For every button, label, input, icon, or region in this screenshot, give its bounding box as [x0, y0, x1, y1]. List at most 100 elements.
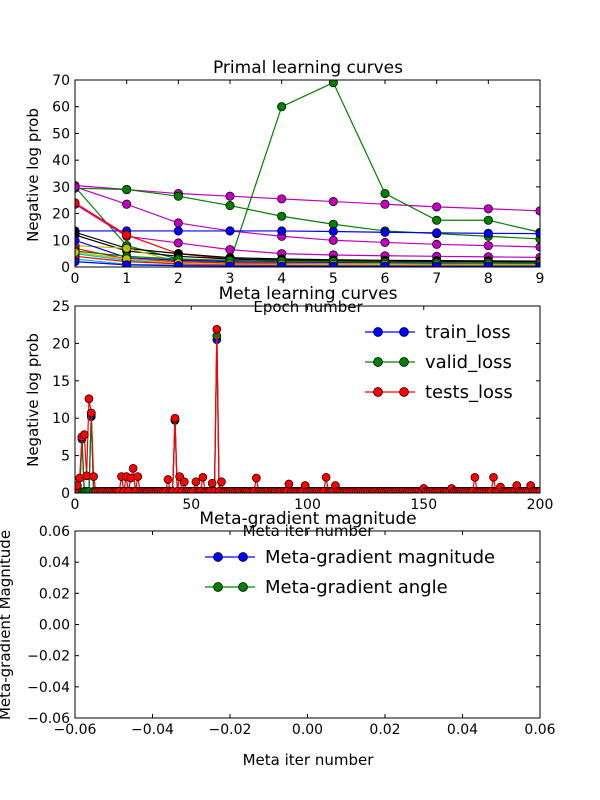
primal-point — [277, 212, 285, 220]
primal-point — [174, 239, 182, 247]
x-tick-label: 2 — [174, 271, 183, 287]
y-tick-label: 20 — [52, 336, 70, 352]
meta-gradient-chart-title: Meta-gradient magnitude — [199, 509, 416, 529]
x-tick-label: −0.02 — [209, 722, 252, 738]
primal-point — [277, 262, 285, 270]
tests_loss-point — [87, 409, 95, 417]
y-tick-label: 20 — [52, 207, 70, 223]
y-tick-label: 10 — [52, 411, 70, 427]
primal-point — [174, 261, 182, 269]
x-tick-label: 1 — [122, 271, 131, 287]
tests_loss-point — [90, 473, 98, 481]
primal-point — [484, 216, 492, 224]
tests_loss-point — [129, 464, 137, 472]
primal-point — [174, 219, 182, 227]
primal-point — [122, 261, 130, 269]
primal-series-line — [75, 187, 540, 247]
y-tick-label: 5 — [61, 449, 70, 465]
primal-point — [381, 189, 389, 197]
primal-point — [381, 262, 389, 270]
legend-label-1: Meta-gradient angle — [265, 577, 448, 598]
legend-marker — [239, 583, 248, 592]
y-tick-label: 60 — [52, 100, 70, 116]
tests_loss-point — [471, 473, 479, 481]
primal-point — [484, 262, 492, 270]
x-tick-label: 7 — [432, 271, 441, 287]
x-tick-label: 0.04 — [447, 722, 478, 738]
tests_loss-point — [192, 478, 200, 486]
primal-point — [122, 244, 130, 252]
tests_loss-point — [208, 479, 216, 487]
tests_loss-point — [199, 473, 207, 481]
primal-point — [484, 241, 492, 249]
tests_loss-point — [490, 473, 498, 481]
primal-point — [329, 227, 337, 235]
primal-learning-curves-panel: Primal learning curves Epoch number Nega… — [24, 58, 544, 316]
primal-point — [174, 227, 182, 235]
primal-point — [329, 236, 337, 244]
primal-point — [226, 262, 234, 270]
x-tick-label: 9 — [536, 271, 545, 287]
legend-marker — [214, 583, 223, 592]
y-tick-label: 0.00 — [39, 618, 70, 634]
x-tick-label: 0.06 — [524, 722, 555, 738]
primal-point — [174, 192, 182, 200]
tests_loss-point — [164, 476, 172, 484]
y-tick-label: 50 — [52, 126, 70, 142]
primal-chart-title: Primal learning curves — [213, 58, 403, 78]
tests_loss-point — [127, 474, 135, 482]
y-tick-label: −0.04 — [27, 680, 70, 696]
y-tick-label: 0 — [61, 486, 70, 502]
meta-legend: train_loss valid_loss tests_loss — [365, 322, 513, 403]
primal-point — [277, 195, 285, 203]
x-tick-label: 0 — [71, 271, 80, 287]
x-tick-label: 0.00 — [292, 722, 323, 738]
x-tick-label: 50 — [182, 497, 200, 513]
y-tick-label: 0.02 — [39, 586, 70, 602]
meta-gradient-y-axis-label: Meta-gradient Magnitude — [0, 530, 14, 720]
tests_loss-point — [217, 478, 225, 486]
tests_loss-point — [85, 395, 93, 403]
x-tick-label: 0 — [71, 497, 80, 513]
legend-label-train_loss: train_loss — [425, 322, 511, 343]
primal-point — [226, 227, 234, 235]
y-tick-label: 15 — [52, 374, 70, 390]
primal-point — [277, 103, 285, 111]
y-tick-label: 30 — [52, 180, 70, 196]
legend-marker — [400, 358, 409, 367]
primal-point — [329, 262, 337, 270]
y-tick-label: −0.06 — [27, 711, 70, 727]
tests_loss-point — [285, 480, 293, 488]
primal-point — [484, 229, 492, 237]
primal-point — [122, 231, 130, 239]
legend-marker — [400, 388, 409, 397]
primal-point — [381, 238, 389, 246]
x-tick-label: 200 — [527, 497, 554, 513]
primal-point — [432, 229, 440, 237]
y-tick-label: −0.02 — [27, 649, 70, 665]
tests_loss-point — [171, 414, 179, 422]
y-tick-label: 0 — [61, 260, 70, 276]
y-tick-label: 40 — [52, 153, 70, 169]
meta-gradient-x-axis-label: Meta iter number — [243, 751, 375, 769]
tests_loss-point — [80, 431, 88, 439]
legend-label-tests_loss: tests_loss — [425, 382, 513, 403]
primal-point — [226, 192, 234, 200]
legend-marker — [374, 388, 383, 397]
tests_loss-point — [213, 325, 221, 333]
tests_loss-point — [252, 474, 260, 482]
primal-point — [226, 245, 234, 253]
x-tick-label: 8 — [484, 271, 493, 287]
primal-point — [381, 200, 389, 208]
legend-label-valid_loss: valid_loss — [425, 352, 512, 373]
legend-marker — [374, 358, 383, 367]
primal-point — [432, 240, 440, 248]
x-tick-label: 0.02 — [369, 722, 400, 738]
y-tick-label: 25 — [52, 299, 70, 315]
meta-gradient-panel: Meta-gradient magnitude Meta iter number… — [0, 509, 556, 769]
legend-label-0: Meta-gradient magnitude — [265, 547, 495, 568]
tests_loss-point — [180, 478, 188, 486]
primal-series-group — [71, 78, 544, 270]
primal-point — [432, 203, 440, 211]
